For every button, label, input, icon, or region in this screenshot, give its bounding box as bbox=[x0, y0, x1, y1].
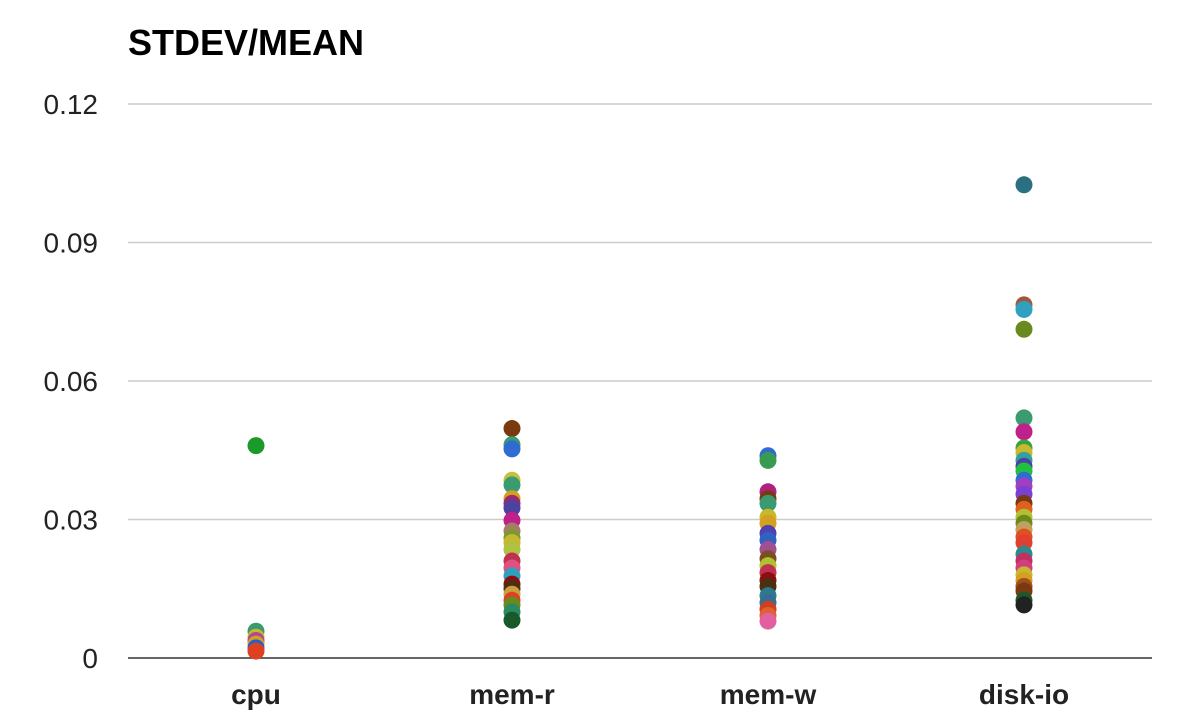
data-point bbox=[1015, 320, 1033, 338]
data-point bbox=[503, 611, 521, 629]
x-tick-label: cpu bbox=[231, 679, 281, 710]
chart-title: STDEV/MEAN bbox=[128, 22, 365, 63]
gridlines bbox=[128, 103, 1152, 521]
data-point bbox=[503, 440, 521, 458]
x-tick-label: disk-io bbox=[979, 679, 1069, 710]
data-point bbox=[759, 451, 777, 469]
x-tick-label: mem-w bbox=[720, 679, 817, 710]
data-point bbox=[759, 494, 777, 512]
data-point bbox=[503, 476, 521, 494]
data-point bbox=[247, 437, 265, 455]
data-point bbox=[1015, 409, 1033, 427]
y-tick-label: 0.06 bbox=[44, 366, 99, 397]
data-point bbox=[759, 612, 777, 630]
y-tick-label: 0.12 bbox=[44, 89, 99, 120]
axes: 0 0.03 0.06 0.09 0.12 cpu mem-r mem-w disk-io bbox=[44, 89, 1152, 710]
data-point bbox=[247, 642, 265, 660]
y-tick-label: 0.09 bbox=[44, 228, 99, 259]
data-point bbox=[1015, 596, 1033, 614]
y-tick-label: 0.03 bbox=[44, 505, 99, 536]
x-tick-label: mem-r bbox=[469, 679, 555, 710]
y-tick-label: 0 bbox=[82, 643, 98, 674]
data-point bbox=[503, 420, 521, 438]
data-point bbox=[1015, 423, 1033, 441]
data-points bbox=[247, 176, 1033, 660]
data-point bbox=[1015, 176, 1033, 194]
data-point bbox=[1015, 300, 1033, 318]
data-point bbox=[503, 499, 521, 517]
